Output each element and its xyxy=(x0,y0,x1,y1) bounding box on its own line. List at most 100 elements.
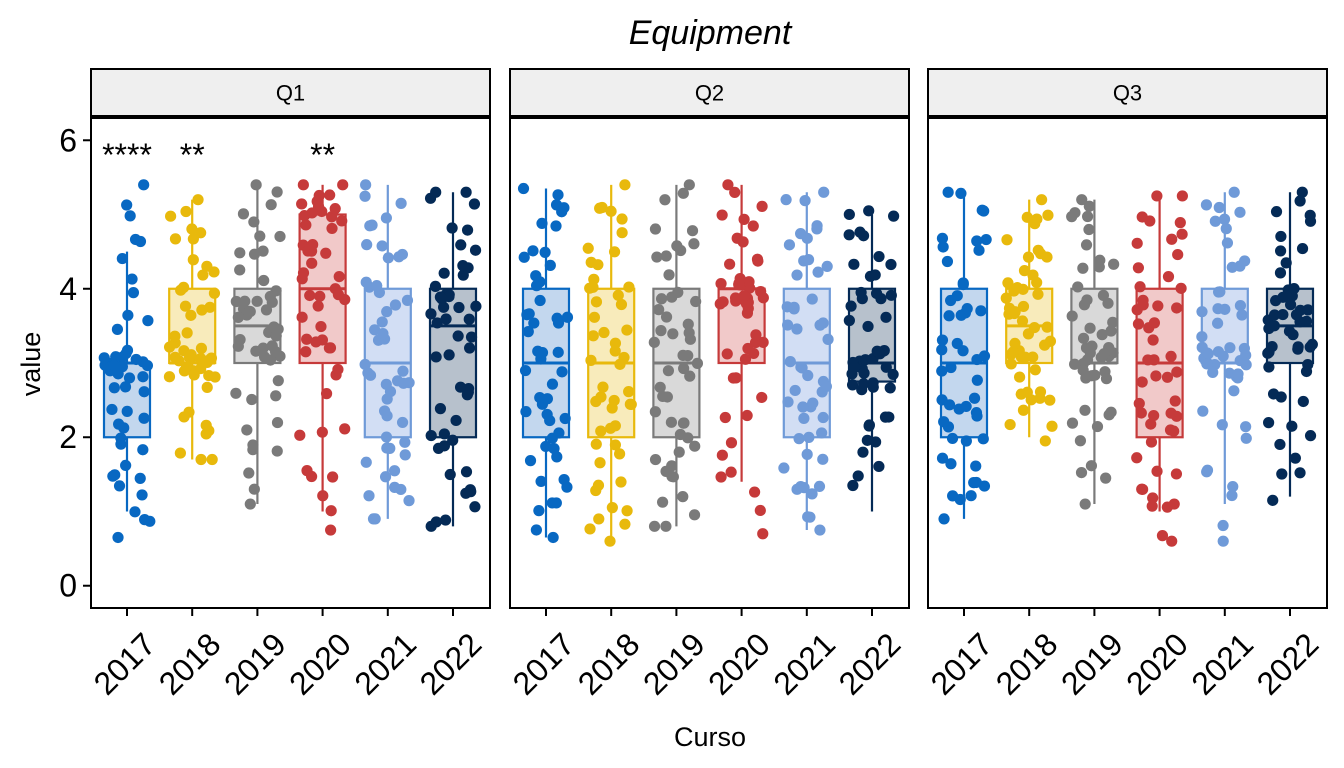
data-point xyxy=(1226,261,1238,273)
data-point xyxy=(523,308,535,320)
data-point xyxy=(376,316,388,328)
data-point xyxy=(312,300,324,312)
data-point xyxy=(130,353,142,366)
data-point xyxy=(596,201,608,214)
data-point xyxy=(316,426,328,438)
data-point xyxy=(843,229,855,241)
data-point xyxy=(519,364,532,377)
data-point xyxy=(315,320,327,333)
data-point xyxy=(1197,405,1209,417)
data-point xyxy=(747,220,759,232)
box-q1-2017 xyxy=(98,179,156,544)
data-point xyxy=(1077,364,1089,376)
data-point xyxy=(326,222,338,235)
strip-q2 xyxy=(509,68,910,117)
data-point xyxy=(234,264,246,276)
data-point xyxy=(1152,300,1164,312)
data-point xyxy=(873,460,885,473)
data-point xyxy=(729,292,742,304)
data-point xyxy=(1172,248,1184,261)
data-point xyxy=(325,524,337,536)
data-point xyxy=(1098,348,1110,360)
facet-panels: Q102462017****2018**20192020**20212022Q2… xyxy=(59,68,1328,702)
data-point xyxy=(822,333,834,345)
data-point xyxy=(888,210,900,222)
data-point xyxy=(121,405,133,417)
data-point xyxy=(793,433,805,445)
data-point xyxy=(1028,321,1041,334)
data-point xyxy=(1075,466,1088,479)
data-point xyxy=(112,531,124,544)
box-q2-2022 xyxy=(843,205,900,512)
data-point xyxy=(1170,468,1183,480)
data-point xyxy=(595,391,607,403)
data-point xyxy=(434,403,447,415)
data-point xyxy=(1288,282,1300,295)
data-point xyxy=(1171,302,1183,314)
data-point xyxy=(802,369,814,382)
data-point xyxy=(780,194,792,206)
data-point xyxy=(663,269,675,281)
data-point xyxy=(203,369,215,382)
data-point xyxy=(1042,209,1054,221)
data-point xyxy=(1156,530,1169,542)
data-point xyxy=(716,449,728,461)
data-point xyxy=(108,382,120,394)
data-point xyxy=(389,299,402,311)
data-point xyxy=(247,439,259,451)
x-tick-label: 2019 xyxy=(1054,626,1130,702)
data-point xyxy=(1268,309,1281,321)
data-point xyxy=(623,386,635,398)
data-point xyxy=(186,223,198,235)
data-point xyxy=(1000,292,1012,304)
strip-label: Q2 xyxy=(695,81,724,106)
data-point xyxy=(1294,304,1306,316)
data-point xyxy=(304,289,316,302)
data-point xyxy=(325,505,337,517)
x-tick-label: 2019 xyxy=(217,626,293,702)
data-point xyxy=(593,513,605,525)
data-point xyxy=(460,487,472,499)
data-point xyxy=(1146,500,1158,512)
data-point xyxy=(756,391,768,404)
data-point xyxy=(1002,277,1014,289)
data-point xyxy=(811,220,823,232)
data-point xyxy=(1032,288,1044,300)
data-point xyxy=(1094,254,1106,266)
data-point xyxy=(173,355,185,367)
data-point xyxy=(1228,186,1240,198)
data-point xyxy=(195,227,207,239)
data-point xyxy=(1217,535,1229,547)
data-point xyxy=(1076,194,1088,206)
data-point xyxy=(659,194,671,206)
data-point xyxy=(1151,465,1163,477)
box-q1-2019 xyxy=(230,179,286,510)
data-point xyxy=(1046,420,1058,432)
data-point xyxy=(178,411,190,423)
data-point xyxy=(848,258,860,270)
data-point xyxy=(550,497,562,509)
data-point xyxy=(561,311,574,323)
data-point xyxy=(1091,420,1104,433)
data-point xyxy=(1239,255,1251,267)
data-point xyxy=(1162,271,1175,283)
data-point xyxy=(359,190,371,202)
data-point xyxy=(1166,535,1178,547)
x-tick-label: 2022 xyxy=(832,626,908,702)
data-point xyxy=(1209,215,1221,227)
data-point xyxy=(524,455,537,467)
data-point xyxy=(124,210,136,222)
data-point xyxy=(469,501,481,513)
data-point xyxy=(1085,460,1098,472)
data-point xyxy=(165,210,177,222)
data-point xyxy=(388,465,401,477)
data-point xyxy=(371,280,383,292)
data-point xyxy=(137,371,149,383)
data-point xyxy=(234,334,246,346)
data-point xyxy=(244,498,256,510)
data-point xyxy=(1228,385,1240,397)
data-point xyxy=(1027,269,1039,281)
data-point xyxy=(858,378,870,390)
data-point xyxy=(978,350,991,362)
data-point xyxy=(1086,340,1098,352)
